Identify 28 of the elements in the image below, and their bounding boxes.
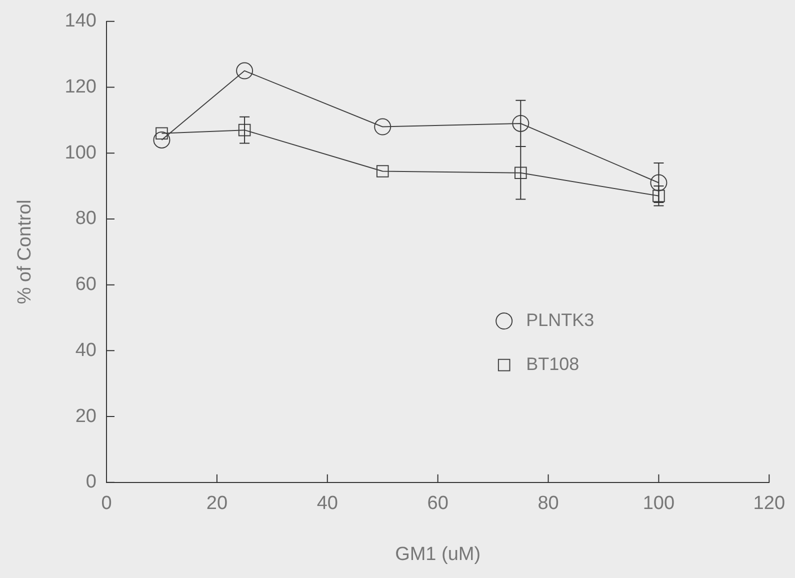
legend-label: BT108 xyxy=(526,354,580,374)
x-tick-label: 40 xyxy=(316,493,338,514)
y-axis-title: % of Control xyxy=(14,200,36,304)
x-tick-label: 20 xyxy=(206,493,228,514)
y-tick-label: 100 xyxy=(64,142,96,164)
x-tick-label: 80 xyxy=(538,493,559,514)
y-tick-label: 140 xyxy=(64,10,96,32)
point xyxy=(652,190,665,202)
legend-label: PLNTK3 xyxy=(526,310,594,330)
x-tick-label: 120 xyxy=(753,493,785,514)
point xyxy=(650,174,668,192)
point xyxy=(236,62,254,80)
point xyxy=(376,165,389,178)
point xyxy=(374,118,392,136)
y-tick-label: 0 xyxy=(86,472,96,493)
point xyxy=(153,131,170,148)
y-tick-label: 80 xyxy=(75,208,96,230)
y-tick-label: 60 xyxy=(75,274,96,296)
x-tick-label: 100 xyxy=(642,493,675,514)
x-tick-label: 0 xyxy=(101,493,112,514)
y-tick-label: 40 xyxy=(75,340,96,361)
x-tick-label: 60 xyxy=(427,493,448,514)
point xyxy=(514,166,527,180)
x-axis-title: GM1 (uM) xyxy=(395,544,481,565)
point xyxy=(238,124,251,136)
y-tick-label: 120 xyxy=(64,76,96,98)
y-tick-label: 20 xyxy=(75,406,96,427)
point xyxy=(512,114,530,132)
